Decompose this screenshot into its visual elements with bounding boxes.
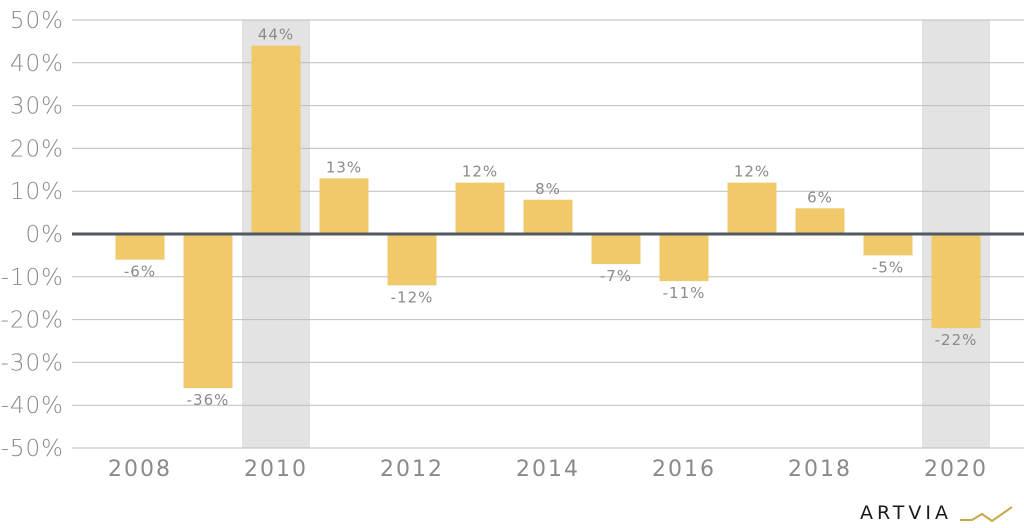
- x-tick-label: 2012: [380, 457, 444, 482]
- bars: [115, 45, 981, 389]
- data-label-2019: -5%: [872, 258, 904, 276]
- data-label-2015: -7%: [600, 267, 632, 285]
- y-axis-ticks: 50% 40% 30% 20% 10% 0% -10% -20% -30% -40% -50%: [1, 8, 65, 462]
- x-tick-label: 2018: [788, 457, 852, 482]
- data-label-2013: 12%: [462, 163, 498, 181]
- bar-2009: [183, 234, 233, 389]
- y-tick-label: 40%: [10, 51, 64, 77]
- bar-2016: [659, 234, 709, 282]
- logo-text: ARTVIA: [859, 502, 952, 524]
- data-label-2009: -36%: [187, 391, 230, 409]
- bar-2008: [115, 234, 165, 260]
- data-label-2016: -11%: [663, 284, 706, 302]
- bar-2011: [319, 178, 369, 234]
- bar-2019: [863, 234, 913, 256]
- x-tick-label: 2020: [924, 457, 988, 482]
- bar-2018: [795, 208, 845, 234]
- bar-2014: [523, 199, 573, 234]
- y-tick-label: 10%: [10, 179, 64, 205]
- bar-2020: [931, 234, 981, 329]
- y-tick-label: -30%: [1, 350, 64, 376]
- x-axis-ticks: 2008 2010 2012 2014 2016 2018 2020: [108, 457, 988, 482]
- y-tick-label: -10%: [1, 265, 64, 291]
- data-labels: -6% -36% 44% 13% -12% 12% 8% -7% -11% 12% 6% -5% -22…: [124, 26, 978, 409]
- y-tick-label: 20%: [10, 136, 64, 162]
- data-label-2011: 13%: [326, 158, 362, 176]
- artvia-logo: ARTVIA: [860, 502, 1014, 524]
- x-tick-label: 2016: [652, 457, 716, 482]
- y-tick-label: -50%: [1, 436, 64, 462]
- y-tick-label: 50%: [10, 8, 64, 34]
- data-label-2020: -22%: [935, 331, 978, 349]
- x-tick-label: 2008: [108, 457, 172, 482]
- trend-line-icon: [960, 506, 1013, 523]
- data-label-2014: 8%: [535, 180, 561, 198]
- bar-2017: [727, 182, 777, 234]
- x-tick-label: 2014: [516, 457, 580, 482]
- y-tick-label: 30%: [10, 94, 64, 120]
- bar-2012: [387, 234, 437, 286]
- data-label-2012: -12%: [391, 288, 434, 306]
- y-tick-label: 0%: [26, 222, 65, 248]
- bar-2013: [455, 182, 505, 234]
- x-tick-label: 2010: [244, 457, 308, 482]
- bar-chart: 50% 40% 30% 20% 10% 0% -10% -20% -30% -40% -50% -6…: [1, 8, 1024, 482]
- data-label-2008: -6%: [124, 263, 156, 281]
- data-label-2018: 6%: [807, 188, 833, 206]
- bar-2010: [251, 45, 301, 235]
- y-tick-label: -40%: [1, 393, 64, 419]
- data-label-2017: 12%: [734, 163, 770, 181]
- data-label-2010: 44%: [258, 26, 294, 44]
- bar-2015: [591, 234, 641, 264]
- y-tick-label: -20%: [1, 308, 64, 334]
